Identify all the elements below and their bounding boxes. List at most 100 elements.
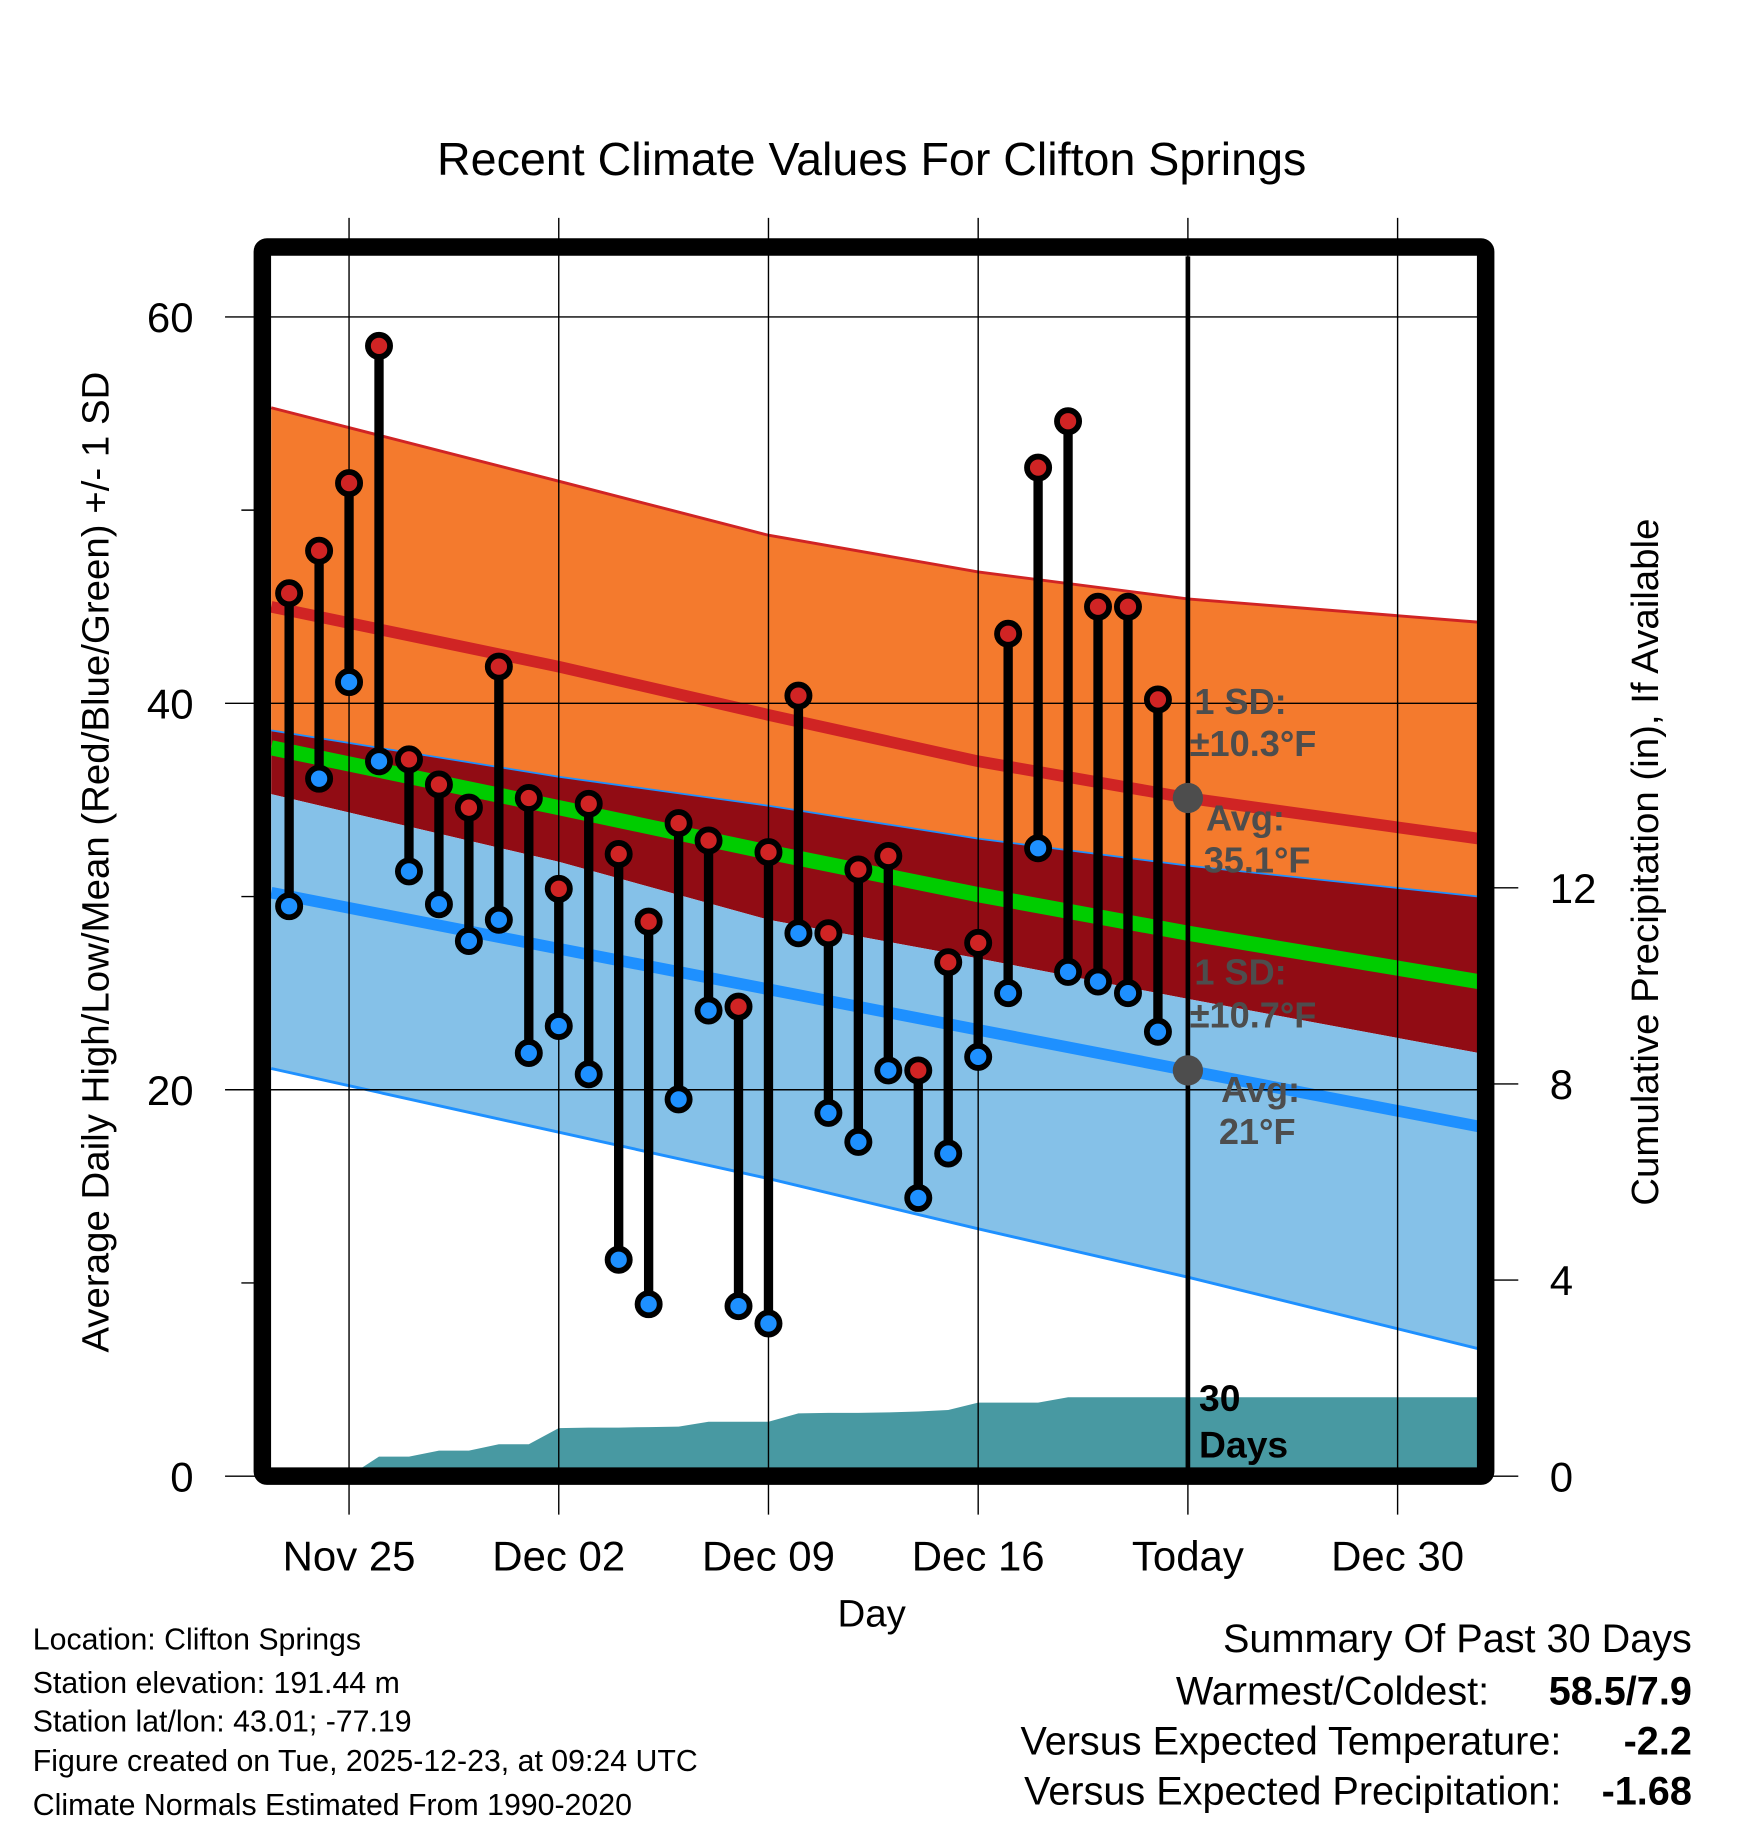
daily-low-point [335,668,364,697]
chart-title: Recent Climate Values For Clifton Spring… [437,133,1306,185]
high-sd-label: 1 SD: [1194,681,1286,722]
daily-high-point [394,745,423,774]
high-avg-value: 35.1°F [1204,840,1311,881]
x-tick-label: Today [1132,1533,1244,1580]
normal-mean-line [270,740,1478,990]
daily-low-point [754,1309,783,1338]
daily-high-point [544,874,573,903]
period-unit: Days [1199,1424,1288,1466]
daily-high-point [724,992,753,1021]
x-tick-label: Nov 25 [283,1533,416,1580]
daily-high-point [694,826,723,855]
daily-high-point [484,652,513,681]
daily-low-point [1024,834,1053,863]
daily-low-point [814,1098,843,1127]
daily-high-point [275,579,304,608]
daily-high-point [904,1056,933,1085]
station-info: Location: Clifton Springs Station elevat… [33,1624,698,1822]
daily-low-point [664,1085,693,1114]
daily-high-point [574,789,603,818]
y-tick-label: 40 [147,680,194,727]
high-sd-band [271,407,1478,897]
temp-anomaly-label: Versus Expected Temperature: [1020,1720,1561,1764]
daily-low-point [1084,967,1112,996]
daily-low-point [934,1139,963,1168]
daily-high-point [814,919,843,948]
low-avg-value: 21°F [1219,1111,1296,1152]
precip-anomaly-label: Versus Expected Precipitation: [1024,1770,1561,1814]
y-tick-label: 20 [147,1067,194,1114]
y-right-tick-label: 8 [1550,1061,1573,1108]
high-avg-label: Avg: [1206,798,1285,839]
daily-high-point [365,331,393,360]
daily-high-point [514,784,543,812]
high-sd-value: ±10.3°F [1190,723,1317,764]
daily-high-point [964,928,993,957]
low-sd-value: ±10.7°F [1190,995,1317,1036]
created-text: Figure created on Tue, 2025-12-23, at 09… [33,1745,698,1778]
y-axis-right-label: Cumulative Precipitation (in), If Availa… [1624,519,1667,1206]
latlon-text: Station lat/lon: 43.01; -77.19 [33,1705,412,1738]
high-plus-sd-line [270,406,1478,624]
x-axis-label: Day [837,1592,906,1635]
y-axis-label: Average Daily High/Low/Mean (Red/Blue/Gr… [75,372,118,1353]
daily-low-point [1113,979,1142,1008]
daily-low-point [1143,1017,1172,1046]
daily-low-point [305,764,334,793]
daily-low-point [994,979,1023,1008]
y-tick-label: 0 [170,1453,193,1500]
y-right-tick-label: 4 [1550,1257,1573,1304]
x-tick-label: Dec 09 [702,1533,835,1580]
daily-high-point [844,855,873,884]
today-high-avg-marker [1172,782,1204,814]
daily-high-point [994,619,1023,648]
x-tick-label: Dec 02 [492,1533,625,1580]
daily-low-point [514,1039,543,1068]
normal-low-line [270,886,1478,1133]
warmest-coldest-label: Warmest/Coldest: [1176,1670,1489,1714]
y-right-tick-label: 0 [1550,1453,1573,1500]
cumulative-precip-area [361,1397,1478,1468]
daily-low-point [275,892,304,921]
daily-high-point [604,840,633,869]
daily-low-point [904,1183,933,1212]
y-right-tick-label: 12 [1550,865,1597,912]
daily-high-point [1084,592,1112,621]
x-tick-label: Dec 30 [1331,1533,1464,1580]
daily-high-point [784,681,813,710]
daily-low-point [544,1012,573,1040]
daily-low-point [365,747,393,776]
daily-low-point [874,1056,903,1085]
daily-low-point [394,857,423,886]
daily-high-point [934,948,963,977]
daily-high-point [1054,407,1083,436]
normal-high-line [270,601,1478,845]
y-tick-label: 60 [147,294,194,341]
location-text: Location: Clifton Springs [33,1624,361,1657]
low-sd-band [271,794,1478,1349]
daily-high-point [424,770,453,799]
daily-low-point [844,1127,873,1156]
low-avg-label: Avg: [1221,1069,1300,1110]
daily-high-point [1024,453,1053,482]
daily-low-point [1054,957,1083,986]
period-number: 30 [1199,1377,1240,1419]
today-low-avg-marker [1172,1055,1204,1086]
daily-low-point [484,905,513,934]
daily-high-point [874,841,903,870]
low-minus-sd-line [270,1067,1478,1350]
summary-panel: Summary Of Past 30 Days Warmest/Coldest:… [1020,1617,1691,1814]
daily-high-point [754,838,783,867]
elevation-text: Station elevation: 191.44 m [33,1667,400,1700]
daily-low-point [634,1290,663,1319]
warmest-coldest-value: 58.5/7.9 [1549,1670,1692,1714]
temp-anomaly-value: -2.2 [1624,1720,1692,1764]
low-sd-label: 1 SD: [1194,951,1286,992]
daily-low-point [724,1292,753,1321]
daily-high-point [305,536,334,565]
x-tick-label: Dec 16 [912,1533,1045,1580]
daily-high-point [664,809,693,838]
daily-high-point [1143,685,1172,714]
daily-low-point [454,926,483,955]
